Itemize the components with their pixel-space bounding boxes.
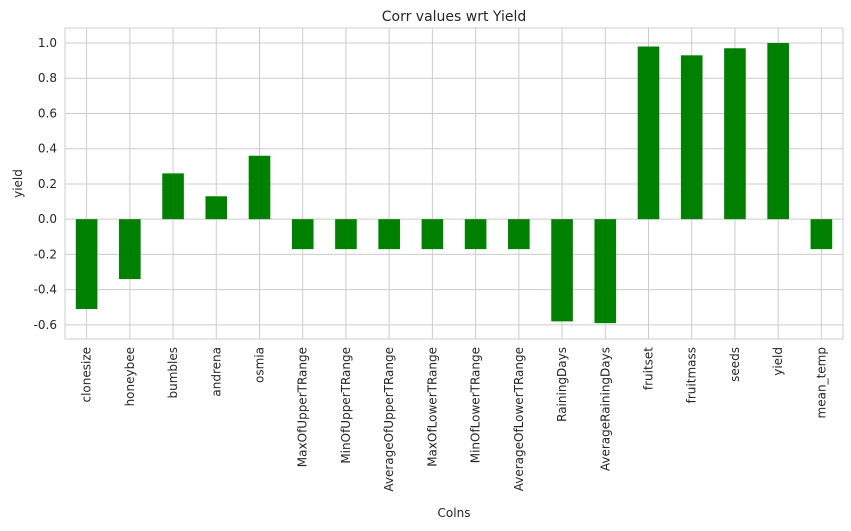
x-tick-label: RainingDays bbox=[555, 347, 569, 422]
y-tick-label: 0.4 bbox=[38, 142, 57, 156]
bar-mean_temp bbox=[810, 219, 833, 250]
y-tick-label: -0.2 bbox=[34, 247, 57, 261]
y-tick-label: -0.4 bbox=[34, 283, 57, 297]
y-gridlines bbox=[65, 42, 843, 326]
bar-fruitset bbox=[637, 46, 660, 220]
x-tick-label: fruitset bbox=[642, 347, 656, 390]
y-tick-label: 0.0 bbox=[38, 212, 57, 226]
plot-frame bbox=[64, 27, 844, 340]
y-tick-label: -0.6 bbox=[34, 318, 57, 332]
bar-RainingDays bbox=[551, 219, 573, 322]
bar-seeds bbox=[724, 48, 746, 220]
x-tick-label: osmia bbox=[253, 347, 267, 383]
x-tick-label: mean_temp bbox=[814, 347, 828, 418]
x-tick-label: MaxOfUpperTRange bbox=[296, 347, 310, 467]
x-tick-label: MinOfUpperTRange bbox=[339, 347, 353, 464]
bar-clonesize bbox=[75, 219, 98, 310]
x-tick-label: bumbles bbox=[166, 347, 180, 399]
bars bbox=[75, 42, 833, 324]
x-tick-label: AverageOfLowerTRange bbox=[512, 347, 526, 491]
bar-yield bbox=[767, 42, 789, 220]
x-tick-label: MaxOfLowerTRange bbox=[425, 347, 439, 467]
bar-andrena bbox=[205, 196, 228, 220]
bar-AverageOfLowerTRange bbox=[508, 219, 530, 250]
x-tick-label: seeds bbox=[728, 347, 742, 382]
bar-honeybee bbox=[119, 219, 141, 280]
x-tick-label: clonesize bbox=[80, 347, 94, 403]
x-tick-label: MinOfLowerTRange bbox=[469, 347, 483, 463]
y-tick-labels: 1.0 0.8 0.6 0.4 0.2 0.0 -0.2 -0.4 -0.6 bbox=[34, 36, 57, 332]
bar-MinOfUpperTRange bbox=[335, 219, 357, 250]
x-tick-label: AverageRainingDays bbox=[598, 347, 612, 471]
bar-MinOfLowerTRange bbox=[464, 219, 487, 250]
x-tick-labels: clonesize honeybee bumbles andrena osmia MaxO… bbox=[80, 347, 829, 492]
x-tick-label: honeybee bbox=[123, 347, 137, 406]
x-axis-label: Colns bbox=[438, 506, 471, 520]
y-tick-label: 0.2 bbox=[38, 177, 57, 191]
y-axis-label: yield bbox=[11, 169, 25, 198]
chart-title: Corr values wrt Yield bbox=[382, 9, 527, 25]
x-tick-label: fruitmass bbox=[685, 347, 699, 403]
y-tick-label: 1.0 bbox=[38, 36, 57, 50]
bar-bumbles bbox=[162, 173, 184, 220]
y-tick-label: 0.6 bbox=[38, 106, 57, 120]
bar-MaxOfLowerTRange bbox=[421, 219, 444, 250]
bar-AverageOfUpperTRange bbox=[378, 219, 400, 250]
bar-osmia bbox=[248, 155, 271, 220]
x-tick-label: andrena bbox=[209, 347, 223, 397]
x-tick-label: AverageOfUpperTRange bbox=[382, 347, 396, 492]
bar-fruitmass bbox=[680, 55, 703, 220]
bar-AverageRainingDays bbox=[594, 219, 617, 324]
bar-MaxOfUpperTRange bbox=[291, 219, 314, 250]
x-tick-label: yield bbox=[771, 347, 785, 376]
y-tick-label: 0.8 bbox=[38, 71, 57, 85]
